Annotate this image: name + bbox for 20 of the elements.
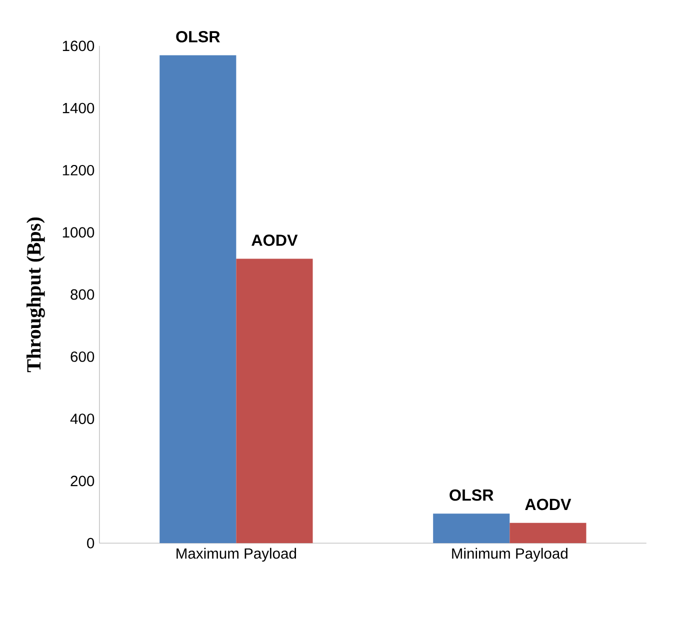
series-label: OLSR [450, 490, 494, 501]
y-tick-label: 400 [70, 414, 94, 424]
text: AODV [525, 498, 572, 510]
y-tick-label: 1200 [62, 165, 94, 176]
bar [236, 258, 313, 544]
y-tick-label: 1400 [62, 102, 94, 114]
text: OLSR [176, 31, 220, 43]
y-tick-label: 600 [70, 352, 94, 362]
bar [433, 514, 510, 544]
bar [510, 523, 586, 544]
y-tick-label: 1000 [62, 227, 94, 238]
y-tick-label: 800 [70, 289, 94, 300]
bar [160, 55, 236, 544]
x-tick-label: Maximum Payload [176, 548, 296, 562]
y-tick-label: 200 [70, 476, 94, 486]
y-axis-title: Throughput (Bps) [26, 218, 45, 372]
y-tick-label: 1600 [62, 40, 94, 52]
series-label: AODV [252, 234, 298, 246]
y-tick-label: 0 [87, 538, 94, 549]
x-tick-label: Minimum Payload [452, 548, 568, 562]
